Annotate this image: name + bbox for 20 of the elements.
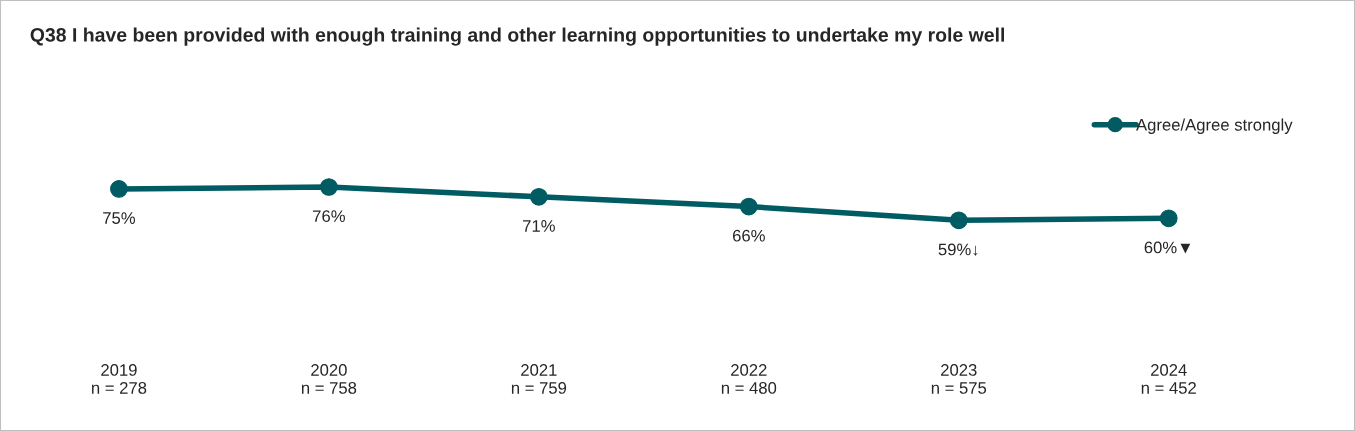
x-tick-label: 2020 n = 758 [301, 364, 357, 394]
x-tick-label: 2023 n = 575 [931, 364, 987, 394]
data-label: 59%↓ [938, 243, 978, 256]
data-label: 60%▼ [1144, 241, 1191, 254]
x-tick-label: 2022 n = 480 [721, 364, 777, 394]
data-label: 76% [313, 210, 345, 223]
point [320, 178, 338, 196]
point [949, 211, 968, 230]
x-tick-label: 2019 n = 278 [92, 364, 147, 394]
x-tick-label: 2024 n = 452 [1141, 364, 1196, 394]
chart-title: Q38 I have been provided with enough training and other learning opportunities to undertake my role well [30, 27, 1005, 46]
data-label: 75% [103, 212, 136, 224]
point [1159, 209, 1178, 228]
point [739, 197, 758, 216]
point [110, 180, 128, 198]
legend-label: Agree/Agree strongly [1136, 118, 1293, 134]
x-tick-label: 2021 n = 759 [511, 364, 567, 394]
point [530, 187, 548, 206]
data-label: 66% [732, 229, 765, 242]
data-label: 71% [523, 220, 555, 232]
